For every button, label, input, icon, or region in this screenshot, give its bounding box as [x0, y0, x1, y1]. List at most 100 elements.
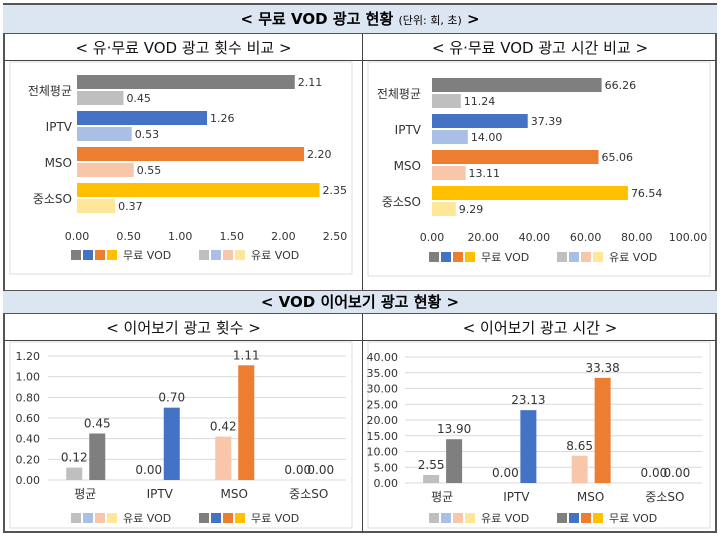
- chart4-title: < 이어보기 광고 시간 >: [462, 319, 618, 337]
- data-label: 37.39: [531, 115, 563, 128]
- bar: [432, 78, 602, 92]
- data-label: 0.00: [284, 463, 311, 477]
- category-label: MSO: [45, 156, 72, 170]
- bar: [594, 377, 611, 483]
- bar: [77, 199, 116, 213]
- section1-unit: (단위: 회, 초): [398, 14, 462, 27]
- data-label: 65.06: [602, 151, 634, 164]
- x-tick-label: 1.50: [220, 230, 245, 243]
- data-label: 2.35: [323, 184, 348, 197]
- x-tick-label: 40.00: [519, 231, 551, 244]
- legend-swatch: [211, 250, 221, 260]
- legend-label: 유료 VOD: [251, 249, 299, 262]
- x-tick-label: 80.00: [621, 231, 653, 244]
- bar: [520, 410, 537, 483]
- section1-title-end: >: [466, 10, 480, 28]
- legend-swatch: [95, 513, 105, 523]
- data-label: 0.00: [641, 466, 668, 480]
- data-label: 9.29: [459, 203, 484, 216]
- divider: [362, 314, 363, 533]
- section1-title: < 무료 VOD 광고 현황: [240, 10, 394, 28]
- y-tick-label: 0.00: [374, 477, 399, 490]
- category-label: 전체평균: [377, 87, 421, 101]
- chart1-title: < 유·무료 VOD 광고 횟수 비교 >: [75, 39, 292, 57]
- legend-label: 무료 VOD: [609, 512, 657, 525]
- bar: [432, 150, 599, 164]
- chart-frame: [9, 341, 353, 529]
- legend-swatch: [453, 252, 463, 262]
- legend-swatch: [223, 250, 233, 260]
- data-label: 1.26: [210, 112, 235, 125]
- x-tick-label: 0.00: [420, 231, 445, 244]
- legend-swatch: [235, 513, 245, 523]
- category-label: 전체평균: [28, 84, 72, 98]
- bar: [432, 166, 466, 180]
- data-label: 66.26: [605, 79, 637, 92]
- category-label: IPTV: [147, 487, 174, 501]
- legend-swatch: [593, 513, 603, 523]
- category-label: MSO: [221, 487, 248, 501]
- legend-label: 유료 VOD: [609, 251, 657, 264]
- data-label: 2.11: [298, 76, 323, 89]
- x-tick-label: 60.00: [570, 231, 602, 244]
- bar: [77, 163, 134, 177]
- legend-swatch: [199, 513, 209, 523]
- bar: [66, 467, 83, 480]
- data-label: 8.65: [566, 439, 593, 453]
- data-label: 76.54: [631, 187, 663, 200]
- x-tick-label: 100.00: [669, 231, 708, 244]
- data-label: 0.12: [61, 451, 88, 465]
- bar: [77, 127, 132, 141]
- y-tick-label: 15.00: [367, 430, 399, 443]
- legend-swatch: [569, 252, 579, 262]
- x-tick-label: 0.50: [116, 230, 141, 243]
- chart2-title: < 유·무료 VOD 광고 시간 비교 >: [431, 39, 649, 57]
- data-label: 0.37: [118, 200, 142, 213]
- data-label: 0.00: [492, 466, 519, 480]
- category-label: IPTV: [46, 120, 73, 134]
- bar: [77, 147, 305, 161]
- legend-swatch: [235, 250, 245, 260]
- legend-swatch: [71, 513, 81, 523]
- bar: [432, 94, 461, 108]
- legend-swatch: [557, 513, 567, 523]
- legend-swatch: [441, 513, 451, 523]
- legend-swatch: [223, 513, 233, 523]
- data-label: 0.70: [158, 391, 185, 405]
- data-label: 0.53: [135, 128, 160, 141]
- data-label: 0.00: [664, 466, 691, 480]
- chart-frame: [367, 341, 711, 529]
- bar: [215, 436, 232, 480]
- data-label: 0.45: [126, 92, 151, 105]
- divider: [362, 34, 363, 290]
- bar: [238, 365, 255, 480]
- data-label: 0.00: [307, 463, 334, 477]
- data-label: 11.24: [464, 95, 496, 108]
- data-label: 0.42: [210, 420, 237, 434]
- section2-header: < VOD 이어보기 광고 현황 >: [3, 290, 717, 314]
- legend-swatch: [429, 252, 439, 262]
- category-label: 평균: [431, 490, 453, 504]
- category-label: MSO: [577, 490, 604, 504]
- y-tick-label: 0.20: [16, 453, 41, 466]
- y-tick-label: 35.00: [367, 367, 399, 380]
- bar: [77, 183, 320, 197]
- x-tick-label: 2.50: [323, 230, 348, 243]
- legend-swatch: [465, 252, 475, 262]
- y-tick-label: 0.00: [16, 474, 41, 487]
- legend-label: 무료 VOD: [481, 251, 529, 264]
- data-label: 14.00: [471, 131, 503, 144]
- bar: [77, 75, 295, 89]
- legend-swatch: [581, 252, 591, 262]
- y-tick-label: 0.80: [16, 391, 41, 404]
- legend-swatch: [71, 250, 81, 260]
- y-tick-label: 30.00: [367, 383, 399, 396]
- data-label: 0.55: [137, 164, 162, 177]
- bar: [432, 114, 528, 128]
- section2-title: < VOD 이어보기 광고 현황 >: [260, 293, 460, 311]
- category-label: 중소SO: [645, 490, 684, 504]
- y-tick-label: 40.00: [367, 351, 399, 364]
- legend-swatch: [199, 250, 209, 260]
- y-tick-label: 25.00: [367, 398, 399, 411]
